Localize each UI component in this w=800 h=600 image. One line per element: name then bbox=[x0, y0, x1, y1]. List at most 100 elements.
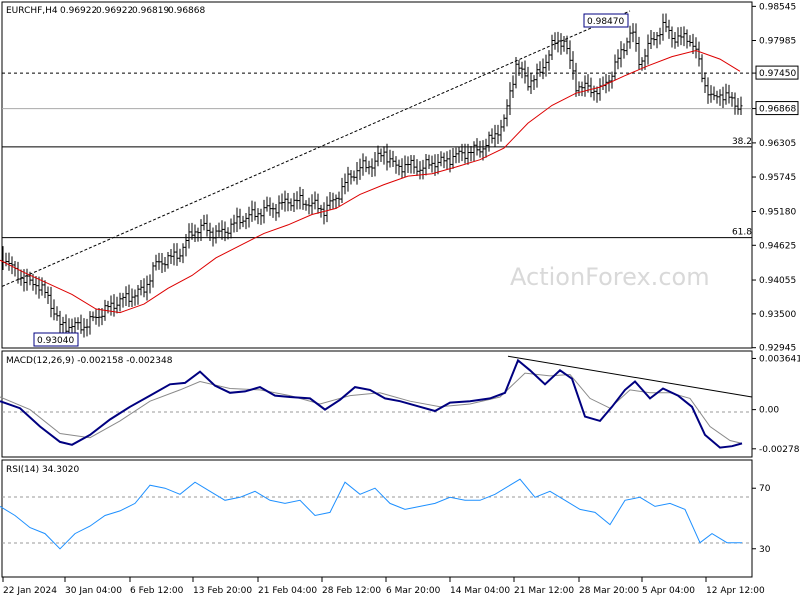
price-bar bbox=[334, 194, 338, 209]
price-bar bbox=[601, 76, 605, 91]
price-bar bbox=[241, 215, 245, 228]
price-bar bbox=[76, 317, 80, 330]
price-bar bbox=[616, 49, 620, 70]
rsi-title: RSI(14) 34.3020 bbox=[6, 465, 79, 475]
macd-line bbox=[0, 358, 743, 449]
price-bar bbox=[535, 63, 539, 88]
price-bar bbox=[427, 154, 431, 169]
main-level-lines bbox=[2, 72, 752, 239]
price-bar bbox=[190, 222, 194, 240]
macd-signal-line bbox=[0, 372, 743, 444]
price-bar bbox=[136, 284, 140, 305]
price-bar bbox=[382, 146, 386, 165]
price-bar bbox=[691, 33, 695, 55]
price-bar bbox=[643, 48, 647, 70]
price-bar bbox=[253, 201, 257, 221]
time-tick-label: 22 Jan 2024 bbox=[3, 586, 57, 596]
price-bar bbox=[733, 92, 737, 115]
time-tick-label: 28 Feb 12:00 bbox=[322, 586, 381, 596]
price-bar bbox=[667, 19, 671, 39]
price-tick-label: 0.93500 bbox=[759, 310, 796, 320]
price-bar bbox=[181, 243, 185, 264]
swing-low-label: 0.93040 bbox=[33, 332, 79, 347]
price-bar bbox=[343, 173, 347, 195]
time-axis: 22 Jan 2024 30 Jan 04:00 6 Feb 12:00 13 Feb… bbox=[2, 577, 765, 596]
price-bar bbox=[265, 196, 269, 212]
price-bar bbox=[304, 200, 308, 211]
price-bar bbox=[472, 141, 476, 162]
price-tick-label: 0.94625 bbox=[759, 241, 796, 251]
price-tick-label: 0.92945 bbox=[759, 344, 796, 354]
price-bar bbox=[400, 158, 404, 178]
price-bar bbox=[547, 50, 551, 71]
price-bar bbox=[736, 98, 740, 115]
price-bar bbox=[625, 37, 629, 56]
price-bar bbox=[397, 159, 401, 176]
price-bar bbox=[211, 227, 215, 247]
price-bar bbox=[685, 29, 689, 49]
header-symbol: EURCHF,H4 bbox=[6, 6, 58, 16]
macd-trend-line bbox=[507, 355, 753, 398]
price-bar bbox=[298, 186, 302, 210]
price-bar bbox=[355, 162, 359, 185]
price-bar bbox=[250, 200, 254, 222]
time-tick-label: 21 Mar 12:00 bbox=[514, 586, 574, 596]
fib-382-label: 38.2 bbox=[732, 137, 752, 147]
price-bar bbox=[256, 208, 260, 225]
price-bar bbox=[91, 311, 95, 322]
price-bar bbox=[646, 34, 650, 65]
price-bar bbox=[166, 251, 170, 269]
price-bar bbox=[277, 195, 281, 218]
price-bars bbox=[1, 13, 743, 338]
price-bar bbox=[388, 149, 392, 168]
price-bar bbox=[457, 146, 461, 163]
price-bar bbox=[79, 314, 83, 334]
price-bar bbox=[232, 214, 236, 233]
macd-tick-label: 0.003641 bbox=[759, 354, 800, 364]
price-bar bbox=[172, 243, 176, 266]
price-bar bbox=[604, 73, 608, 94]
price-bar bbox=[451, 147, 455, 169]
price-bar bbox=[655, 32, 659, 49]
price-bar bbox=[649, 29, 653, 50]
price-bar bbox=[520, 61, 524, 79]
price-bar bbox=[187, 223, 191, 249]
price-tick-label: 0.94055 bbox=[759, 276, 796, 286]
price-bar bbox=[433, 154, 437, 176]
price-bar bbox=[238, 208, 242, 230]
price-bar bbox=[124, 286, 128, 307]
price-bar bbox=[718, 89, 722, 106]
price-bar bbox=[271, 202, 275, 218]
price-bar bbox=[694, 37, 698, 59]
price-bar bbox=[193, 224, 197, 242]
price-bar bbox=[622, 43, 626, 59]
price-bar bbox=[499, 119, 503, 142]
rsi-line bbox=[0, 478, 742, 550]
price-bar bbox=[97, 308, 101, 327]
macd-axis: 0.003641 0.00 -0.002788 bbox=[752, 354, 800, 455]
time-tick-label: 14 Mar 04:00 bbox=[450, 586, 510, 596]
price-bar bbox=[409, 155, 413, 174]
price-bar bbox=[583, 75, 587, 97]
rsi-panel-frame bbox=[1, 459, 753, 578]
price-bar bbox=[247, 206, 251, 228]
price-bar bbox=[529, 73, 533, 95]
price-bar bbox=[316, 193, 320, 214]
price-bar bbox=[376, 145, 380, 167]
price-bar bbox=[430, 155, 434, 173]
price-bar bbox=[511, 75, 515, 99]
price-bar bbox=[550, 34, 554, 61]
price-bar bbox=[484, 138, 488, 158]
price-bar bbox=[115, 296, 119, 314]
price-bar bbox=[496, 124, 500, 144]
price-bar bbox=[202, 214, 206, 231]
price-level-box bbox=[755, 65, 799, 80]
price-bar bbox=[142, 278, 146, 298]
price-bar bbox=[82, 318, 86, 338]
price-bar bbox=[322, 202, 326, 225]
price-bar bbox=[370, 158, 374, 178]
price-tick-label: 0.97450 bbox=[759, 69, 796, 79]
price-bar bbox=[469, 145, 473, 162]
price-bar bbox=[58, 310, 62, 333]
price-bar bbox=[208, 222, 212, 242]
